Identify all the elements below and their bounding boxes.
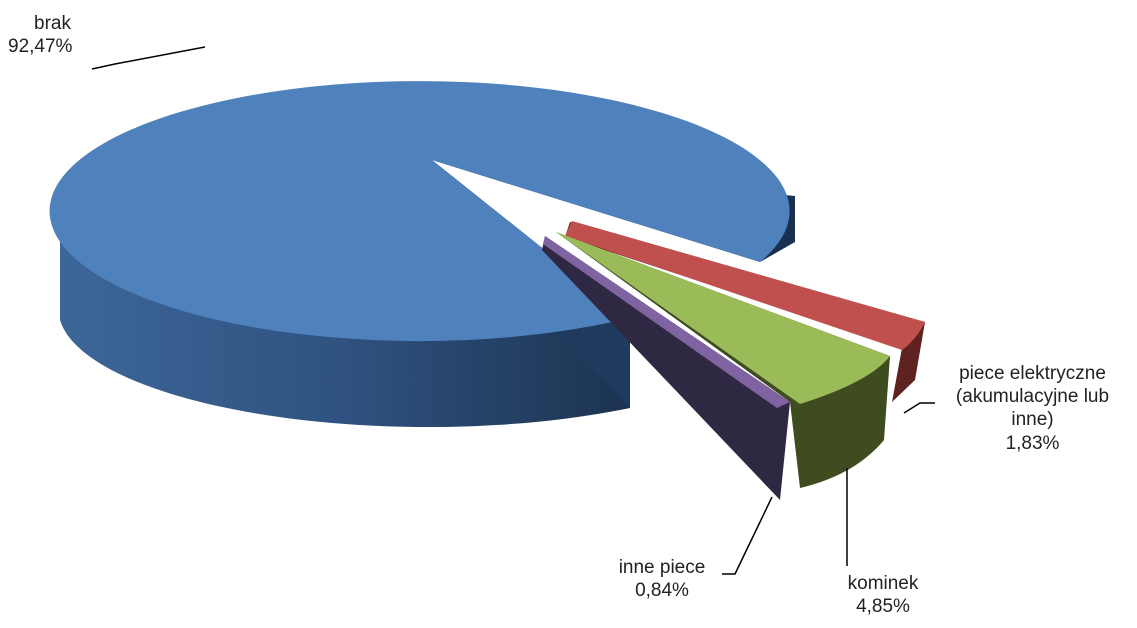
leader-line-inne <box>722 496 773 575</box>
pie-slice-brak-side <box>60 230 630 428</box>
pie-slice-piece-elektryczne <box>565 221 925 402</box>
leader-line-brak <box>91 46 206 70</box>
label-brak-value: 92,47% <box>8 36 73 58</box>
label-brak-name: brak <box>34 13 71 34</box>
label-piece-line2: (akumulacyjne lub <box>955 386 1110 408</box>
label-inne-name: inne piece <box>618 557 706 578</box>
label-piece-line3: inne) <box>1011 409 1054 431</box>
label-piece-line1: piece elektryczne <box>959 363 1106 384</box>
label-piece-elektryczne: piece elektryczne (akumulacyjne lub inne… <box>930 362 1135 455</box>
label-piece-value: 1,83% <box>1005 432 1060 454</box>
label-inne-piece: inne piece 0,84% <box>600 556 724 602</box>
pie-slice-brak-top <box>49 81 790 342</box>
label-inne-value: 0,84% <box>635 580 689 602</box>
leader-line-piece <box>903 402 935 414</box>
pie-slice-kominek <box>556 232 890 488</box>
label-kominek-name: kominek <box>847 573 919 594</box>
label-kominek: kominek 4,85% <box>828 572 938 618</box>
label-brak: brak 92,47% <box>8 12 98 58</box>
pie-slice-brak <box>49 81 795 428</box>
pie-slice-inne-piece <box>542 236 790 500</box>
label-kominek-value: 4,85% <box>856 596 910 618</box>
